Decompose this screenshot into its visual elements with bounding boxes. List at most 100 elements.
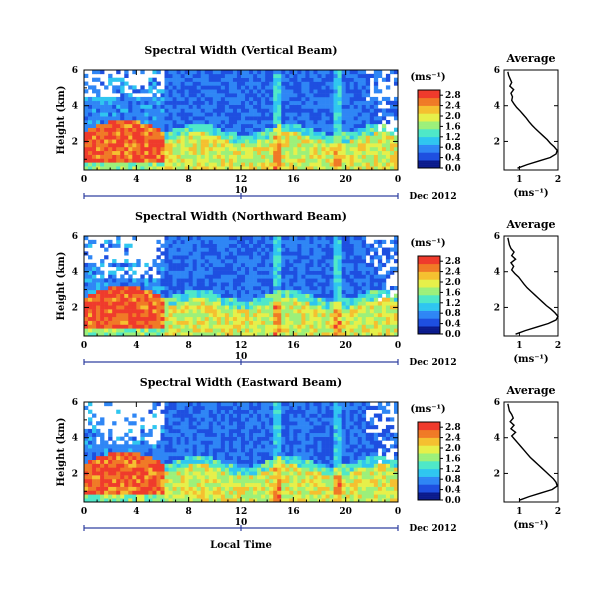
heatmap-cell <box>377 116 383 121</box>
heatmap-cell <box>132 278 137 283</box>
heatmap-cell <box>112 104 117 109</box>
heatmap-cell <box>293 274 298 279</box>
heatmap-cell <box>253 425 258 430</box>
heatmap-cell <box>232 459 238 464</box>
heatmap-cell <box>325 255 330 260</box>
heatmap-cell <box>216 452 222 457</box>
heatmap-cell <box>357 251 363 256</box>
heatmap-cell <box>208 332 214 337</box>
heatmap-cell <box>349 135 355 140</box>
heatmap-cell <box>245 112 250 117</box>
heatmap-cell <box>273 108 278 113</box>
heatmap-cell <box>108 131 113 136</box>
heatmap-cell <box>132 112 137 117</box>
heatmap-cell <box>212 490 218 495</box>
heatmap-cell <box>321 286 326 291</box>
heatmap-cell <box>84 324 89 329</box>
heatmap-cell <box>301 108 306 113</box>
heatmap-cell <box>212 409 218 414</box>
heatmap-cell <box>188 282 193 287</box>
heatmap-cell <box>220 127 226 132</box>
heatmap-cell <box>249 139 254 144</box>
heatmap-cell <box>220 324 226 329</box>
heatmap-cell <box>172 309 177 314</box>
heatmap-cell <box>224 135 230 140</box>
heatmap-cell <box>212 309 218 314</box>
heatmap-cell <box>212 259 218 264</box>
heatmap-cell <box>116 108 121 113</box>
heatmap-cell <box>253 452 258 457</box>
heatmap-cell <box>333 262 338 268</box>
heatmap-cell <box>208 282 214 287</box>
heatmap-cell <box>241 463 246 468</box>
heatmap-cell <box>281 139 286 144</box>
heatmap-cell <box>329 305 334 310</box>
heatmap-cell <box>96 448 101 453</box>
heatmap-cell <box>140 166 145 171</box>
heatmap-cell <box>273 282 278 287</box>
heatmap-cell <box>152 278 157 283</box>
heatmap-cell <box>184 278 189 283</box>
heatmap-cell <box>357 158 363 163</box>
heatmap-cell <box>92 104 97 109</box>
heatmap-cell <box>148 432 153 437</box>
heatmap-cell <box>345 127 350 132</box>
heatmap-cell <box>369 73 375 78</box>
heatmap-cell <box>349 143 355 148</box>
heatmap-cell <box>277 259 282 264</box>
heatmap-cell <box>220 293 226 298</box>
heatmap-cell <box>329 77 334 82</box>
heatmap-cell <box>236 123 242 128</box>
heatmap-cell <box>156 324 161 329</box>
heatmap-cell <box>172 486 177 491</box>
heatmap-cell <box>144 154 149 159</box>
heatmap-cell <box>192 471 198 476</box>
heatmap-cell <box>96 432 101 437</box>
heatmap-cell <box>212 297 218 302</box>
heatmap-cell <box>341 154 346 159</box>
heatmap-cell <box>128 127 133 132</box>
heatmap-cell <box>309 286 314 291</box>
heatmap-cell <box>337 297 342 302</box>
heatmap-cell <box>329 112 334 117</box>
heatmap-cell <box>224 312 230 318</box>
heatmap-cell <box>164 332 169 337</box>
heatmap-cell <box>236 444 242 449</box>
heatmap-cell <box>188 486 193 491</box>
heatmap-cell <box>100 127 105 132</box>
heatmap-cell <box>349 301 355 306</box>
heatmap-cell <box>224 251 230 256</box>
colorbar-segment <box>418 127 440 130</box>
heatmap-cell <box>353 146 359 152</box>
heatmap-cell <box>241 452 246 457</box>
heatmap-cell <box>200 467 206 472</box>
heatmap-cell <box>293 139 298 144</box>
heatmap-cell <box>393 266 399 271</box>
heatmap-cell <box>301 100 306 105</box>
heatmap-cell <box>341 262 346 268</box>
heatmap-cell <box>224 320 230 325</box>
heatmap-cell <box>112 467 117 472</box>
heatmap-cell <box>176 467 181 472</box>
heatmap-cell <box>156 81 161 86</box>
heatmap-cell <box>108 436 113 441</box>
heatmap-cell <box>265 243 270 248</box>
heatmap-cell <box>220 236 226 241</box>
heatmap-cell <box>92 100 97 105</box>
heatmap-cell <box>377 135 383 140</box>
heatmap-cell <box>321 289 326 294</box>
heatmap-cell <box>88 312 93 318</box>
heatmap-cell <box>152 494 157 499</box>
heatmap-cell <box>136 328 141 333</box>
heatmap-cell <box>269 320 274 325</box>
heatmap-cell <box>236 139 242 144</box>
heatmap-cell <box>132 116 137 121</box>
heatmap-cell <box>124 486 129 491</box>
colorbar-segment <box>418 328 440 331</box>
heatmap-cell <box>309 73 314 78</box>
heatmap-cell <box>313 266 318 271</box>
heatmap-cell <box>188 81 193 86</box>
heatmap-cell <box>393 243 399 248</box>
profile-frame <box>503 69 559 171</box>
heatmap-cell <box>180 259 185 264</box>
